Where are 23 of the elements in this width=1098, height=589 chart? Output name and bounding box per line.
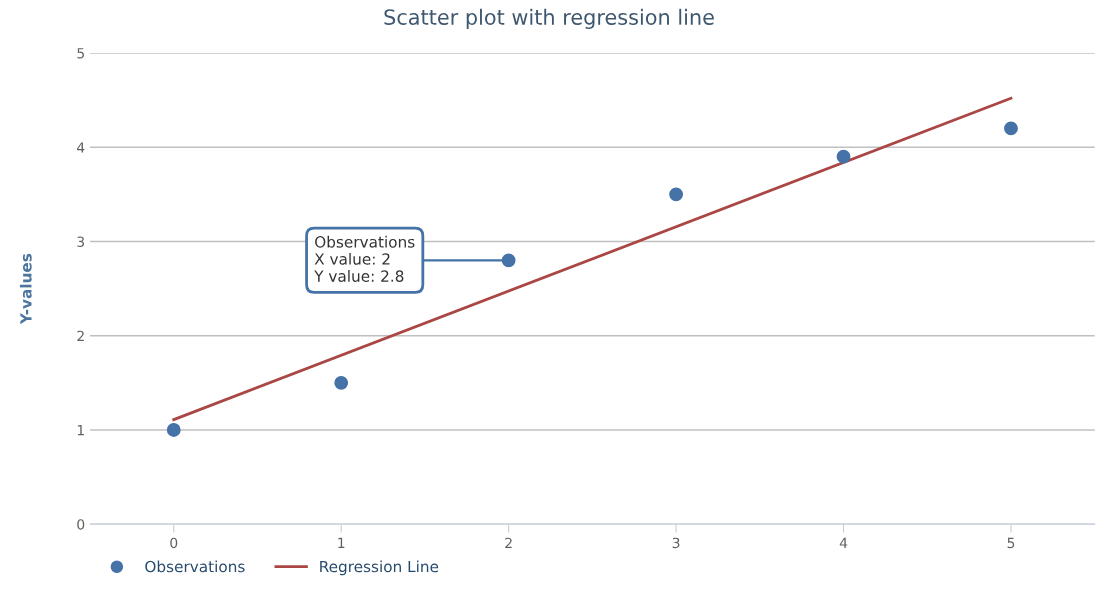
- point: [1004, 121, 1018, 136]
- y-tick-label: 1: [77, 425, 84, 436]
- point: [166, 423, 181, 437]
- x-tick-label: 5: [1007, 537, 1015, 549]
- legend-label: Regression Line: [320, 560, 439, 576]
- x-tick-label: 1: [338, 537, 345, 548]
- y-tick-label: 0: [77, 519, 85, 530]
- x-tick-label: 4: [839, 537, 848, 548]
- chart-title: Scatter plot with regression line: [384, 8, 714, 29]
- point: [501, 253, 516, 268]
- point: [669, 187, 683, 202]
- point: [334, 375, 349, 390]
- y-axis-title: Y-values: [19, 253, 32, 325]
- x-tick-label: 2: [505, 537, 512, 548]
- x-tick-label: 0: [170, 537, 178, 549]
- y-tick-label: 4: [77, 142, 85, 153]
- x-tick-label: 3: [672, 537, 680, 549]
- y-tick-label: 2: [77, 330, 84, 342]
- legend-label: Observations: [145, 560, 245, 573]
- y-tick-label: 5: [77, 48, 84, 59]
- annotation: Observations X value: 2 Y value: 2.8: [314, 235, 415, 282]
- y-tick-label: 3: [77, 236, 85, 247]
- point: [836, 149, 851, 164]
